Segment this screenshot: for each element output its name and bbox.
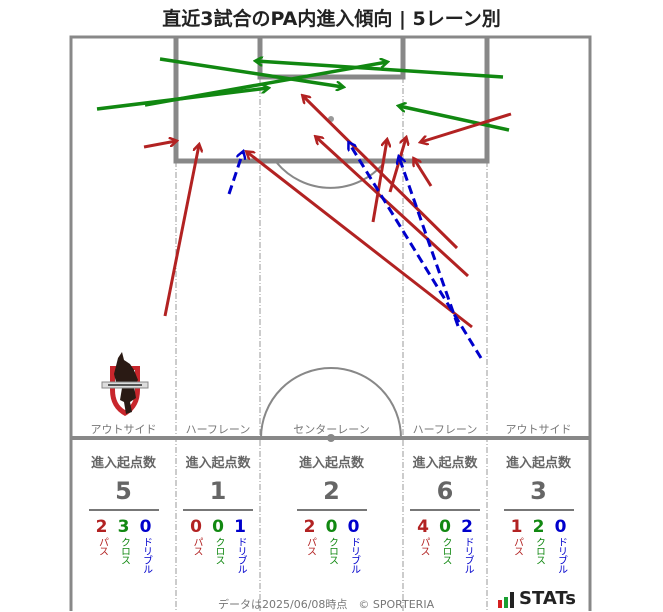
divider [503,509,574,511]
dribble-count: 2 [461,517,473,537]
cross-count: 0 [212,517,224,537]
stat-total: 5 [115,477,132,505]
lane-label-outside-right: アウトサイド [505,423,572,436]
pass-arrows [143,96,512,329]
divider [296,509,367,511]
stat-total: 3 [530,477,547,505]
cross-label: クロス [326,537,338,564]
cross-label: クロス [533,537,545,564]
brand-name: STATs [519,588,576,609]
dribble-count: 0 [139,517,152,537]
lane-label-halflane-right: ハーフレーン [412,423,478,436]
dribble-arrows [227,143,483,359]
chart-title: 直近3試合のPA内進入傾向 | 5レーン別 [162,8,501,30]
pass-count: 0 [190,517,202,537]
pass-label: パス [191,537,202,555]
stat-total: 6 [436,477,454,505]
lane-stats-halflane-left: 進入起点数 1 0 パス 0 クロス 1 ドリブル [176,452,260,573]
brand-bar-icon [510,592,514,608]
dribble-label: ドリブル [140,537,152,573]
cross-arrows [96,59,510,132]
stat-header: 進入起点数 [90,456,156,471]
team-crest-icon [100,352,150,418]
lane-stats-halflane-right: 進入起点数 6 4 パス 0 クロス 2 ドリブル [403,452,487,573]
cross-label: クロス [118,537,130,564]
stat-header: 進入起点数 [185,456,251,471]
pass-count: 2 [303,517,316,537]
lane-stats-center: 進入起点数 2 2 パス 0 クロス 0 ドリブル [260,452,403,573]
lane-stats-outside-right: 進入起点数 3 1 パス 2 クロス 0 ドリブル [487,452,590,573]
divider [410,509,480,511]
lane-stats-outside-left: 進入起点数 5 2 パス 3 クロス 0 ドリブル [71,452,176,573]
stat-header: 進入起点数 [505,456,571,471]
dribble-label: ドリブル [235,537,246,573]
cross-label: クロス [440,537,451,564]
dribble-label: ドリブル [462,537,473,573]
dribble-count: 1 [234,517,246,537]
pass-count: 4 [417,517,429,537]
dribble-label: ドリブル [555,537,567,573]
lane-label-outside-left: アウトサイド [90,423,157,436]
pass-label: パス [511,537,523,555]
stats-brand-logo: STATs [498,590,576,608]
cross-count: 3 [117,517,130,537]
stat-total: 2 [323,477,340,505]
brand-bar-icon [498,600,502,608]
data-date-footer: データは2025/06/08時点 © SPORTERIA [218,598,435,611]
stat-header: 進入起点数 [412,456,478,471]
dribble-label: ドリブル [348,537,360,573]
lane-label-halflane-left: ハーフレーン [185,423,251,436]
dribble-count: 0 [347,517,360,537]
lane-label-center: センターレーン [293,423,370,436]
cross-count: 0 [325,517,338,537]
brand-bar-icon [504,597,508,608]
cross-label: クロス [213,537,224,564]
divider [88,509,159,511]
pass-label: パス [304,537,316,555]
pass-label: パス [418,537,429,555]
cross-count: 0 [439,517,451,537]
divider [183,509,253,511]
stat-header: 進入起点数 [298,456,364,471]
pass-label: パス [96,537,108,555]
cross-count: 2 [532,517,545,537]
dribble-count: 0 [554,517,567,537]
pass-count: 2 [95,517,108,537]
stat-total: 1 [209,477,227,505]
pass-count: 1 [510,517,523,537]
